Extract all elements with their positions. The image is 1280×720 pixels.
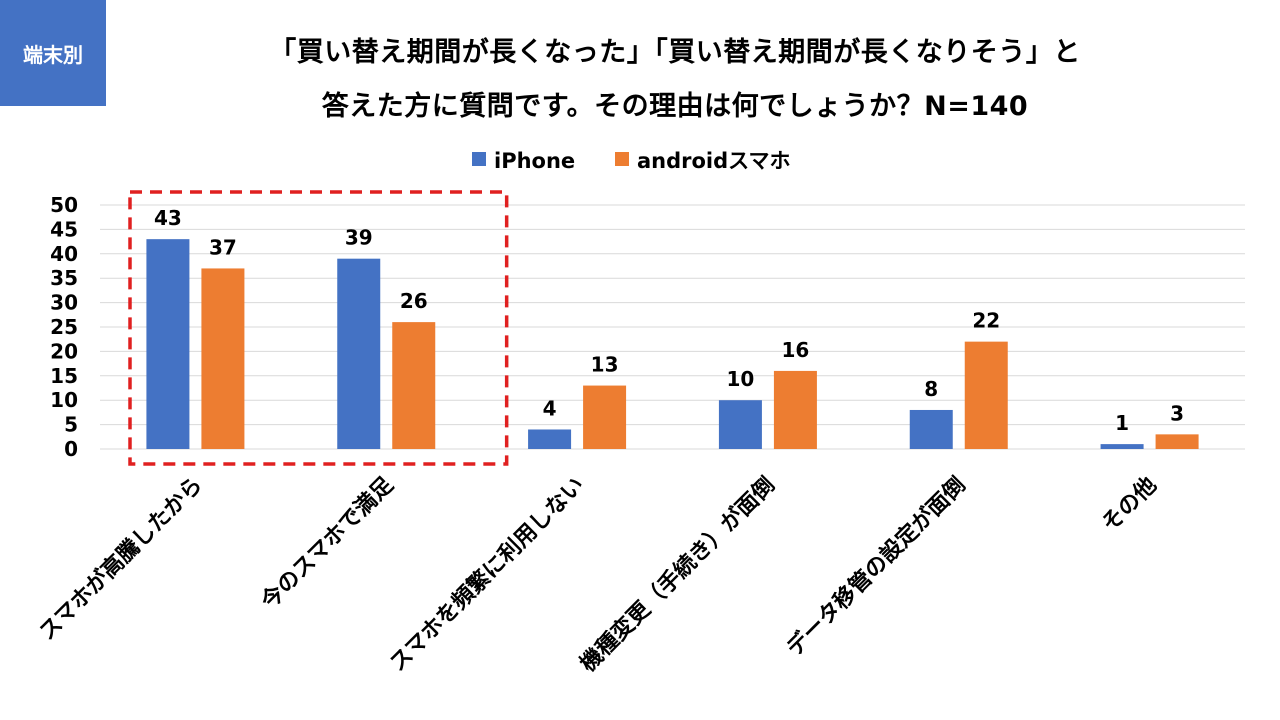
- category-label: 今のスマホで満足: [256, 472, 398, 614]
- data-label: 13: [591, 353, 619, 377]
- data-label: 43: [154, 206, 182, 230]
- data-label: 22: [972, 309, 1000, 333]
- category-label: スマホが高騰したから: [34, 472, 207, 645]
- category-label: 機種変更（手続き）が面倒: [575, 472, 780, 677]
- y-tick-label: 35: [50, 266, 78, 290]
- category-label: その他: [1097, 473, 1161, 537]
- bar-android: [964, 341, 1008, 449]
- data-label: 4: [543, 396, 557, 420]
- data-label: 8: [924, 377, 938, 401]
- data-label: 39: [345, 226, 373, 250]
- y-tick-label: 50: [50, 193, 78, 217]
- bar-iphone: [337, 258, 381, 449]
- y-tick-label: 0: [64, 437, 78, 461]
- bar-iphone: [718, 400, 762, 449]
- bar-android: [392, 322, 436, 449]
- data-label: 3: [1170, 401, 1184, 425]
- bar-iphone: [1100, 444, 1144, 449]
- legend-label-android: androidスマホ: [637, 149, 791, 173]
- chart-title-line1: 「買い替え期間が長くなった」「買い替え期間が長くなりそう」と: [269, 37, 1081, 68]
- y-tick-label: 5: [64, 413, 78, 437]
- bar-android: [201, 268, 245, 449]
- bar-iphone: [146, 239, 190, 449]
- y-tick-label: 30: [50, 291, 78, 315]
- highlight-box: [128, 190, 509, 466]
- section-tag: 端末別: [0, 0, 106, 106]
- y-tick-label: 10: [50, 388, 78, 412]
- bar-android: [583, 385, 627, 449]
- bar-android: [773, 370, 817, 449]
- legend-swatch-android: [615, 152, 629, 166]
- bar-iphone: [909, 409, 953, 449]
- bar-android: [1155, 434, 1199, 449]
- y-tick-label: 20: [50, 339, 78, 363]
- y-tick-label: 40: [50, 242, 78, 266]
- y-tick-label: 25: [50, 315, 78, 339]
- data-label: 1: [1115, 411, 1129, 435]
- data-label: 26: [400, 289, 428, 313]
- bar-iphone: [528, 429, 572, 449]
- data-label: 10: [726, 367, 754, 391]
- section-tag-label: 端末別: [23, 42, 83, 67]
- y-tick-label: 15: [50, 364, 78, 388]
- legend-label-iphone: iPhone: [494, 149, 575, 173]
- y-tick-label: 45: [50, 217, 78, 241]
- chart-title-line2: 答えた方に質問です。その理由は何でしょうか？N=140: [321, 91, 1029, 122]
- legend-swatch-iphone: [472, 152, 486, 166]
- category-label: データ移管の設定が面倒: [781, 472, 971, 662]
- data-label: 16: [781, 338, 809, 362]
- data-label: 37: [209, 235, 237, 259]
- category-label: スマホを頻繁に利用しない: [385, 472, 590, 677]
